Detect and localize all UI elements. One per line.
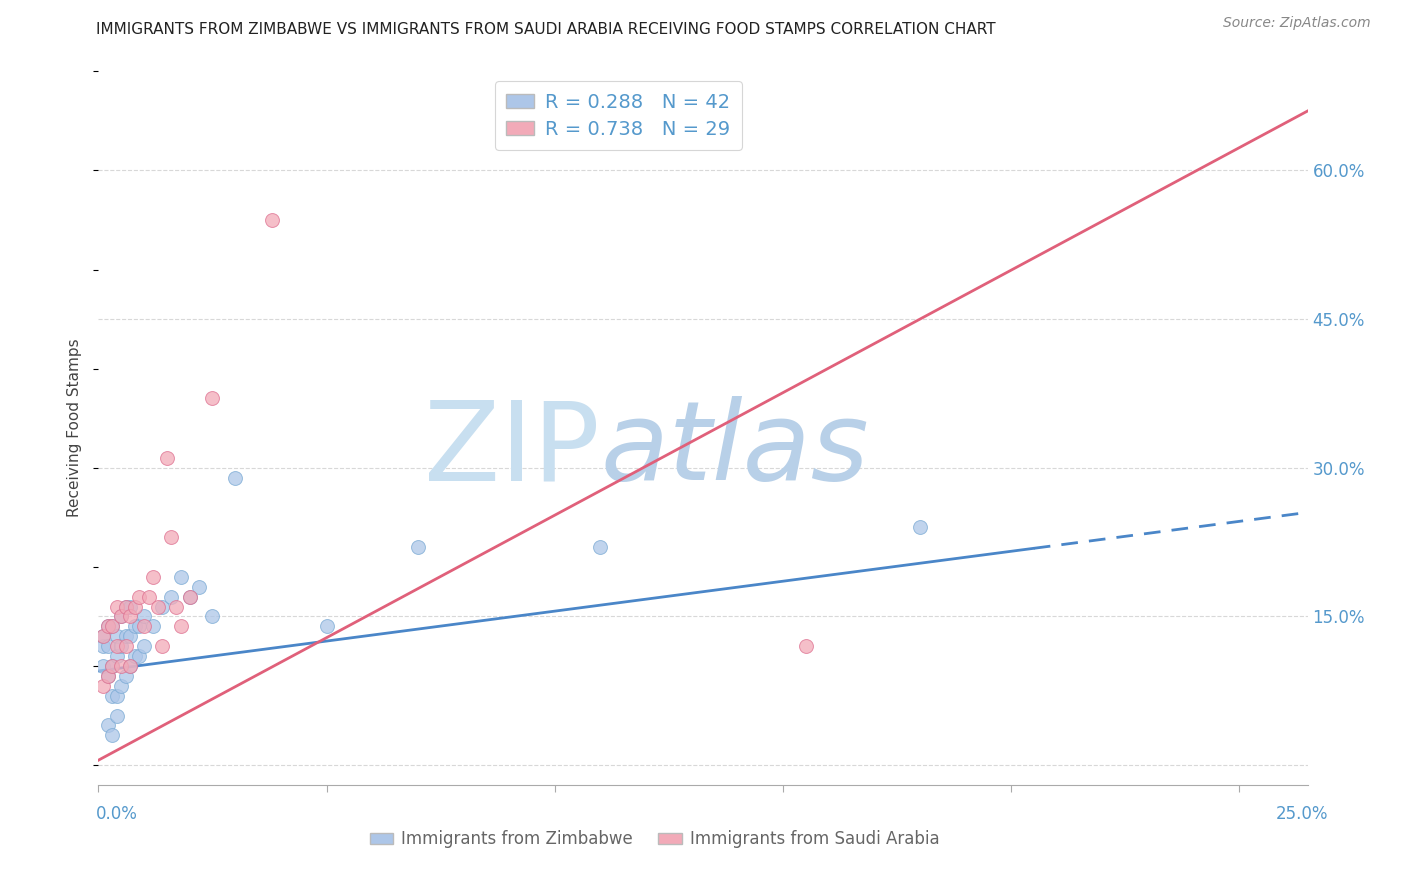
- Point: [156, 450, 179, 465]
- Point: [120, 609, 142, 624]
- Point: [150, 599, 173, 614]
- Point: [96, 619, 118, 633]
- Point: [187, 580, 209, 594]
- Y-axis label: Receiving Food Stamps: Receiving Food Stamps: [67, 339, 83, 517]
- Point: [120, 659, 142, 673]
- Point: [105, 599, 128, 614]
- Point: [589, 540, 612, 554]
- Text: ZIP: ZIP: [425, 396, 600, 503]
- Point: [169, 570, 191, 584]
- Point: [114, 669, 136, 683]
- Point: [120, 659, 142, 673]
- Point: [96, 718, 118, 732]
- Point: [96, 669, 118, 683]
- Point: [91, 679, 114, 693]
- Point: [160, 530, 183, 544]
- Text: 0.0%: 0.0%: [96, 805, 138, 823]
- Point: [105, 639, 128, 653]
- Point: [128, 649, 150, 664]
- Point: [124, 619, 146, 633]
- Point: [96, 639, 118, 653]
- Point: [91, 629, 114, 643]
- Point: [201, 609, 224, 624]
- Point: [224, 471, 246, 485]
- Point: [315, 619, 337, 633]
- Point: [120, 599, 142, 614]
- Point: [132, 639, 155, 653]
- Point: [179, 590, 201, 604]
- Point: [138, 590, 160, 604]
- Point: [101, 619, 124, 633]
- Point: [101, 659, 124, 673]
- Point: [908, 520, 931, 534]
- Point: [128, 590, 150, 604]
- Point: [201, 392, 224, 406]
- Point: [105, 649, 128, 664]
- Point: [105, 689, 128, 703]
- Text: Source: ZipAtlas.com: Source: ZipAtlas.com: [1223, 16, 1371, 30]
- Point: [114, 629, 136, 643]
- Point: [96, 619, 118, 633]
- Point: [124, 649, 146, 664]
- Point: [110, 639, 132, 653]
- Point: [128, 619, 150, 633]
- Point: [146, 599, 169, 614]
- Text: 25.0%: 25.0%: [1277, 805, 1329, 823]
- Legend: Immigrants from Zimbabwe, Immigrants from Saudi Arabia: Immigrants from Zimbabwe, Immigrants fro…: [363, 824, 946, 855]
- Point: [165, 599, 187, 614]
- Point: [101, 659, 124, 673]
- Text: atlas: atlas: [600, 396, 869, 503]
- Point: [110, 659, 132, 673]
- Point: [179, 590, 201, 604]
- Point: [110, 609, 132, 624]
- Point: [260, 213, 283, 227]
- Point: [169, 619, 191, 633]
- Point: [91, 639, 114, 653]
- Point: [91, 629, 114, 643]
- Point: [110, 679, 132, 693]
- Point: [101, 619, 124, 633]
- Point: [105, 708, 128, 723]
- Point: [91, 659, 114, 673]
- Point: [142, 570, 165, 584]
- Point: [406, 540, 429, 554]
- Point: [114, 599, 136, 614]
- Point: [114, 639, 136, 653]
- Point: [142, 619, 165, 633]
- Point: [105, 629, 128, 643]
- Point: [101, 728, 124, 742]
- Point: [150, 639, 173, 653]
- Point: [110, 609, 132, 624]
- Point: [114, 599, 136, 614]
- Point: [124, 599, 146, 614]
- Point: [120, 629, 142, 643]
- Point: [96, 669, 118, 683]
- Point: [794, 639, 817, 653]
- Point: [132, 619, 155, 633]
- Text: IMMIGRANTS FROM ZIMBABWE VS IMMIGRANTS FROM SAUDI ARABIA RECEIVING FOOD STAMPS C: IMMIGRANTS FROM ZIMBABWE VS IMMIGRANTS F…: [96, 22, 995, 37]
- Point: [101, 689, 124, 703]
- Point: [132, 609, 155, 624]
- Point: [160, 590, 183, 604]
